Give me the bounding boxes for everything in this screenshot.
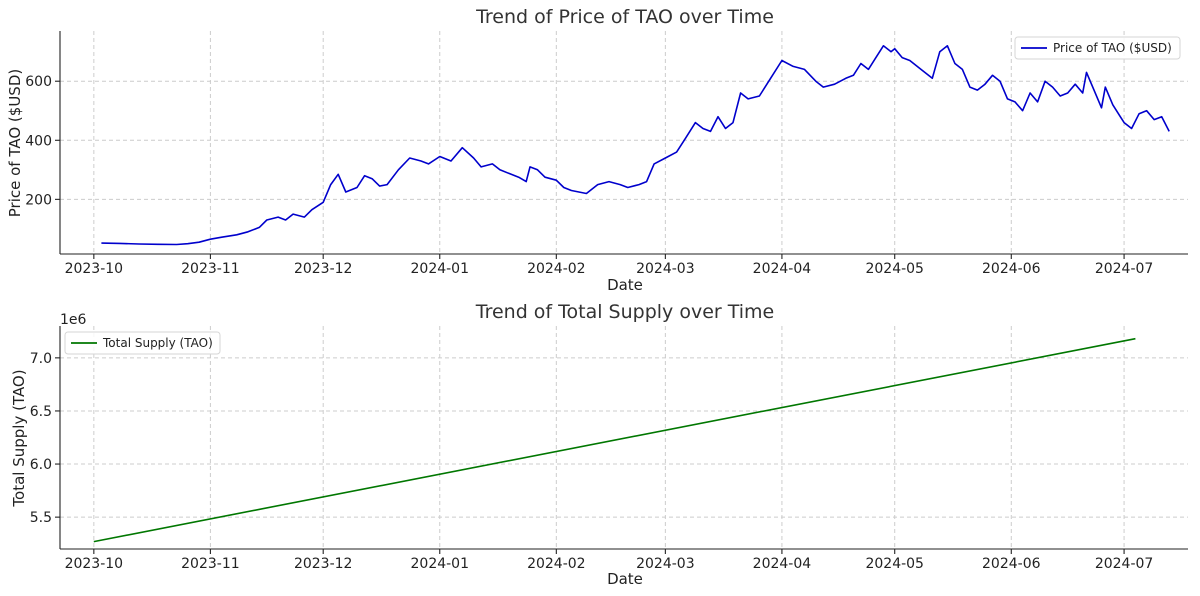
supply-x-tick-label: 2024-01: [411, 556, 470, 572]
price-x-axis-label: Date: [607, 276, 643, 294]
price-x-tick-label: 2024-03: [636, 261, 695, 277]
supply-plot-area: 2023-10 2023-11 2023-12 2024-01 2024-02 2024-…: [30, 326, 1188, 572]
supply-x-tick-label: 2024-05: [865, 556, 924, 572]
price-y-tick-label: 200: [25, 192, 52, 208]
supply-x-tick-label: 2024-06: [982, 556, 1041, 572]
supply-series-line: [93, 337, 1136, 543]
price-legend-box: [1014, 36, 1181, 60]
supply-x-tick-label: 2023-12: [294, 556, 353, 572]
price-y-tick-label: 600: [25, 74, 52, 90]
price-y-tick-label: 400: [25, 133, 52, 149]
price-x-tick-label: 2024-04: [753, 261, 812, 277]
supply-y-tick-label: 6.0: [30, 457, 52, 473]
price-legend: Price of TAO ($USD): [1014, 36, 1181, 60]
supply-x-tick-label: 2024-04: [753, 556, 812, 572]
price-x-tick-label: 2023-11: [181, 261, 240, 277]
supply-y-tick-label: 6.5: [30, 404, 52, 420]
supply-legend-label: Total Supply (TAO): [102, 336, 213, 350]
supply-x-tick-label: 2024-03: [636, 556, 695, 572]
price-x-tick-label: 2024-02: [527, 261, 586, 277]
price-chart-title: Trend of Price of TAO over Time: [475, 6, 774, 28]
supply-legend: Total Supply (TAO): [64, 331, 221, 355]
supply-y-axis-label: Total Supply (TAO): [10, 369, 28, 507]
supply-x-tick-label: 2024-07: [1095, 556, 1154, 572]
supply-y-tick-label: 5.5: [30, 510, 52, 526]
price-plot-area: 2023-10 2023-11 2023-12 2024-01 2024-02 2024-…: [25, 31, 1188, 277]
price-y-axis-label: Price of TAO ($USD): [6, 69, 24, 217]
supply-x-tick-label: 2023-10: [65, 556, 124, 572]
supply-legend-box: [64, 331, 221, 355]
price-x-tick-label: 2024-05: [865, 261, 924, 277]
supply-x-axis-label: Date: [607, 570, 643, 588]
supply-x-tick-label: 2023-11: [181, 556, 240, 572]
price-x-tick-label: 2023-10: [65, 261, 124, 277]
price-x-tick-label: 2023-12: [294, 261, 353, 277]
supply-x-tick-label: 2024-02: [527, 556, 586, 572]
supply-y-tick-label: 7.0: [30, 351, 52, 367]
supply-chart-title: Trend of Total Supply over Time: [475, 301, 775, 323]
price-x-tick-label: 2024-01: [411, 261, 470, 277]
price-x-tick-label: 2024-06: [982, 261, 1041, 277]
price-legend-label: Price of TAO ($USD): [1053, 41, 1172, 55]
price-series-line: [101, 44, 1170, 246]
supply-y-offset-label: 1e6: [60, 312, 87, 328]
price-x-tick-label: 2024-07: [1095, 261, 1154, 277]
